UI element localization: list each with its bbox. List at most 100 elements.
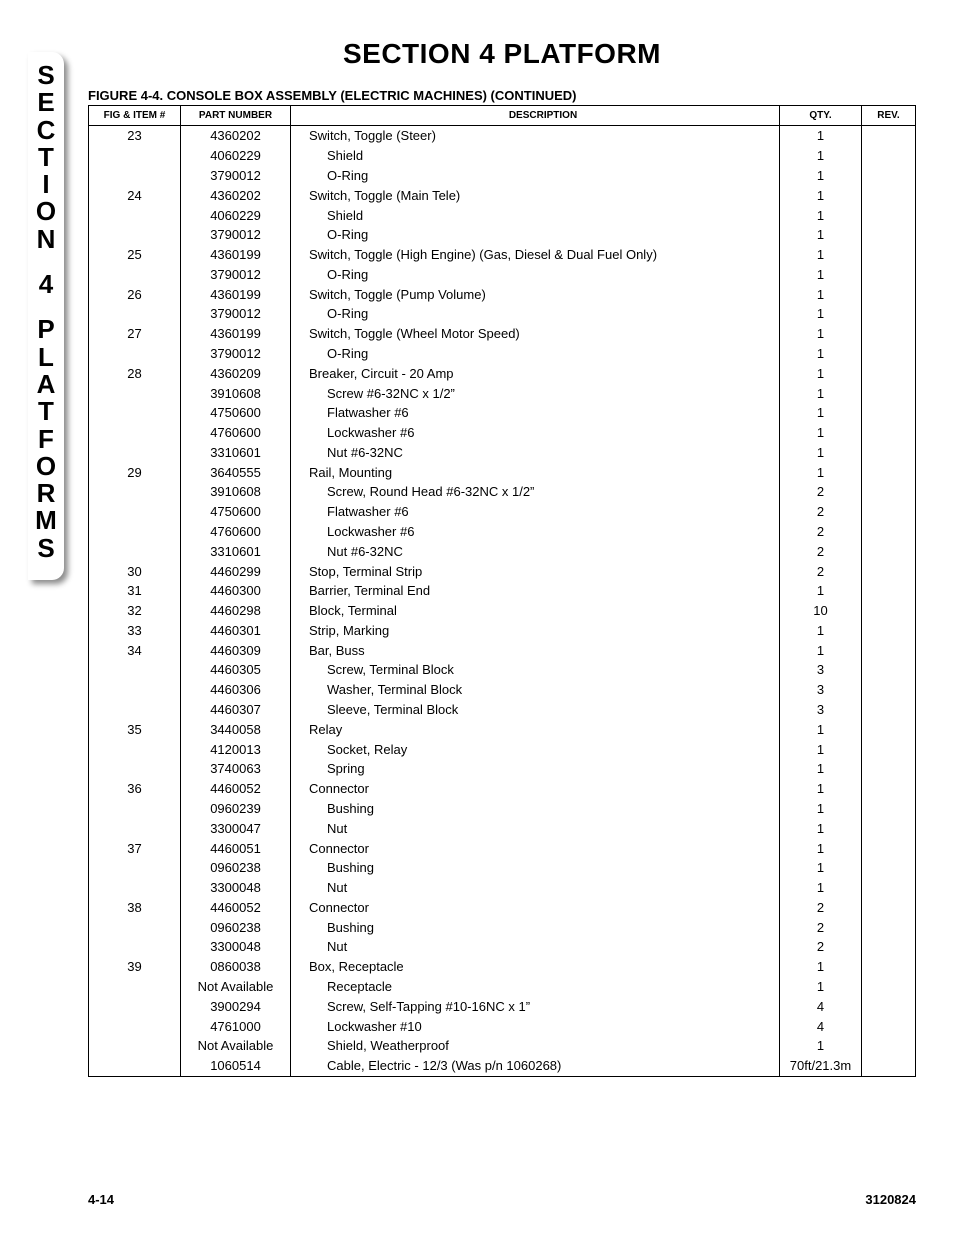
cell-part: 4750600 (181, 403, 291, 423)
table-row: 1060514Cable, Electric - 12/3 (Was p/n 1… (89, 1056, 916, 1076)
side-tab: SECTION4PLATFORMS (28, 52, 64, 580)
cell-desc: Switch, Toggle (Wheel Motor Speed) (291, 324, 780, 344)
cell-part: 0960238 (181, 858, 291, 878)
cell-part: 4460051 (181, 838, 291, 858)
table-row: 364460052Connector1 (89, 779, 916, 799)
cell-part: Not Available (181, 977, 291, 997)
cell-rev (862, 502, 916, 522)
cell-rev (862, 838, 916, 858)
cell-part: 4360202 (181, 126, 291, 146)
cell-rev (862, 700, 916, 720)
cell-fig: 23 (89, 126, 181, 146)
cell-rev (862, 403, 916, 423)
cell-desc: Sleeve, Terminal Block (291, 700, 780, 720)
cell-fig (89, 304, 181, 324)
cell-part: Not Available (181, 1036, 291, 1056)
cell-qty: 70ft/21.3m (780, 1056, 862, 1076)
side-tab-letter: 4 (28, 271, 64, 298)
cell-fig (89, 482, 181, 502)
page-footer: 4-14 3120824 (88, 1192, 916, 1207)
table-row: Not AvailableShield, Weatherproof1 (89, 1036, 916, 1056)
cell-fig (89, 759, 181, 779)
table-row: 390860038Box, Receptacle1 (89, 957, 916, 977)
table-row: 254360199Switch, Toggle (High Engine) (G… (89, 245, 916, 265)
cell-desc: Screw, Self-Tapping #10-16NC x 1” (291, 996, 780, 1016)
cell-qty: 2 (780, 937, 862, 957)
cell-qty: 1 (780, 344, 862, 364)
table-row: 0960239Bushing1 (89, 799, 916, 819)
cell-desc: Relay (291, 719, 780, 739)
table-row: 374460051Connector1 (89, 838, 916, 858)
table-row: 3300047Nut1 (89, 818, 916, 838)
cell-qty: 1 (780, 423, 862, 443)
cell-rev (862, 146, 916, 166)
cell-qty: 1 (780, 264, 862, 284)
cell-qty: 2 (780, 522, 862, 542)
cell-part: 4360199 (181, 284, 291, 304)
cell-qty: 1 (780, 719, 862, 739)
cell-rev (862, 799, 916, 819)
side-tab-letter: L (28, 344, 64, 371)
cell-fig: 31 (89, 581, 181, 601)
cell-qty: 1 (780, 284, 862, 304)
cell-part: 3300048 (181, 878, 291, 898)
cell-rev (862, 621, 916, 641)
table-header-row: FIG & ITEM # PART NUMBER DESCRIPTION QTY… (89, 106, 916, 126)
cell-desc: Switch, Toggle (High Engine) (Gas, Diese… (291, 245, 780, 265)
cell-rev (862, 601, 916, 621)
table-row: 3740063Spring1 (89, 759, 916, 779)
cell-rev (862, 660, 916, 680)
cell-rev (862, 264, 916, 284)
cell-qty: 1 (780, 462, 862, 482)
cell-rev (862, 878, 916, 898)
cell-qty: 1 (780, 205, 862, 225)
cell-qty: 1 (780, 225, 862, 245)
cell-part: 3790012 (181, 225, 291, 245)
cell-desc: Box, Receptacle (291, 957, 780, 977)
table-row: 4120013Socket, Relay1 (89, 739, 916, 759)
cell-qty: 1 (780, 245, 862, 265)
cell-qty: 3 (780, 660, 862, 680)
figure-caption: FIGURE 4-4. CONSOLE BOX ASSEMBLY (ELECTR… (88, 88, 916, 103)
cell-fig (89, 799, 181, 819)
cell-part: 0960238 (181, 917, 291, 937)
cell-fig (89, 541, 181, 561)
table-row: 3790012O-Ring1 (89, 166, 916, 186)
cell-part: 4060229 (181, 146, 291, 166)
cell-fig: 29 (89, 462, 181, 482)
cell-rev (862, 858, 916, 878)
col-header-qty: QTY. (780, 106, 862, 126)
side-tab-letter: T (28, 144, 64, 171)
cell-fig (89, 225, 181, 245)
table-row: 3910608Screw, Round Head #6-32NC x 1/2”2 (89, 482, 916, 502)
cell-desc: Spring (291, 759, 780, 779)
cell-rev (862, 996, 916, 1016)
side-tab-letter: C (28, 117, 64, 144)
table-row: 0960238Bushing2 (89, 917, 916, 937)
cell-part: 3300048 (181, 937, 291, 957)
cell-rev (862, 957, 916, 977)
cell-rev (862, 205, 916, 225)
cell-part: 4460298 (181, 601, 291, 621)
parts-table: FIG & ITEM # PART NUMBER DESCRIPTION QTY… (88, 105, 916, 1077)
cell-part: 4760600 (181, 522, 291, 542)
cell-rev (862, 462, 916, 482)
col-header-rev: REV. (862, 106, 916, 126)
cell-desc: Block, Terminal (291, 601, 780, 621)
cell-rev (862, 284, 916, 304)
cell-desc: Shield, Weatherproof (291, 1036, 780, 1056)
cell-rev (862, 1016, 916, 1036)
table-row: 4760600Lockwasher #62 (89, 522, 916, 542)
cell-fig (89, 818, 181, 838)
cell-rev (862, 383, 916, 403)
cell-fig (89, 1056, 181, 1076)
cell-rev (862, 225, 916, 245)
table-row: 3310601Nut #6-32NC2 (89, 541, 916, 561)
cell-desc: Screw #6-32NC x 1/2” (291, 383, 780, 403)
cell-part: 4750600 (181, 502, 291, 522)
table-row: 4761000Lockwasher #104 (89, 1016, 916, 1036)
cell-desc: Breaker, Circuit - 20 Amp (291, 363, 780, 383)
cell-fig (89, 660, 181, 680)
cell-rev (862, 937, 916, 957)
cell-qty: 1 (780, 126, 862, 146)
